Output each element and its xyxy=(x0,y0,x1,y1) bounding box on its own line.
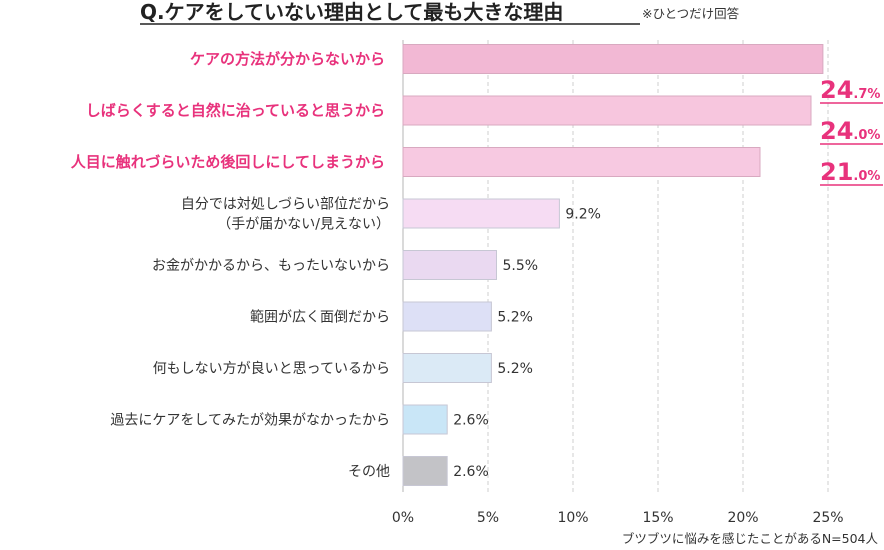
bar xyxy=(402,456,448,486)
footnote: ブツブツに悩みを感じたことがあるN=504人 xyxy=(622,531,879,546)
bar xyxy=(402,250,497,280)
bar xyxy=(402,95,812,126)
category-label: しばらくすると自然に治っていると思うから xyxy=(86,102,385,120)
x-tick-label: 20% xyxy=(727,510,758,526)
x-tick-label: 5% xyxy=(477,510,499,526)
category-label: その他 xyxy=(348,464,390,480)
value-label: 24.7% xyxy=(820,76,880,104)
x-tick-label: 10% xyxy=(557,510,588,526)
category-label: 過去にケアをしてみたが効果がなかったから xyxy=(110,413,390,429)
category-labels: ケアの方法が分からないからしばらくすると自然に治っていると思うから人目に触れづら… xyxy=(71,50,390,480)
bars xyxy=(402,44,824,486)
value-label: 2.6% xyxy=(453,464,489,480)
x-tick-label: 15% xyxy=(642,510,673,526)
bar xyxy=(402,44,824,74)
value-label: 21.0% xyxy=(820,158,880,186)
bar xyxy=(402,353,492,383)
x-axis-ticks: 0% 5% 10% 15% 20% 25% xyxy=(392,510,844,526)
bar xyxy=(402,301,492,332)
value-labels: 24.7% 24.0% 21.0% 9.2% 5.5% 5.2% 5.2% 2.6% 2.6% xyxy=(453,76,883,480)
x-tick-label: 25% xyxy=(812,510,843,526)
value-label: 24.0% xyxy=(820,117,880,145)
category-label: 人目に触れづらいため後回しにしてしまうから xyxy=(71,153,385,171)
x-tick-label: 0% xyxy=(392,510,414,526)
value-label: 5.5% xyxy=(503,258,539,274)
chart-title: Q.ケアをしていない理由として最も大きな理由 ※ひとつだけ回答 xyxy=(140,0,740,25)
chart-title-note: ※ひとつだけ回答 xyxy=(642,6,740,21)
category-label: 範囲が広く面倒だから xyxy=(250,309,390,326)
bar xyxy=(402,198,560,229)
value-label: 5.2% xyxy=(497,361,533,377)
value-label: 9.2% xyxy=(565,207,601,223)
value-label: 5.2% xyxy=(497,310,533,326)
chart-title-text: Q.ケアをしていない理由として最も大きな理由 xyxy=(140,0,563,24)
bar xyxy=(402,147,761,177)
bar xyxy=(402,404,448,435)
category-label: 何もしない方が良いと思っているから xyxy=(153,361,390,377)
category-label: 自分では対処しづらい部位だから xyxy=(181,197,390,213)
value-label: 2.6% xyxy=(453,413,489,429)
category-label: （手が届かない/見えない） xyxy=(217,217,390,233)
category-label: ケアの方法が分からないから xyxy=(190,50,385,68)
category-label: お金がかかるから、もったいないから xyxy=(152,258,390,274)
